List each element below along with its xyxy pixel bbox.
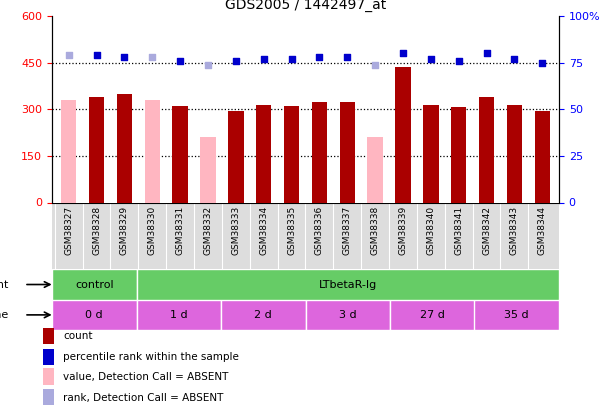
Text: agent: agent: [0, 279, 9, 290]
Text: GSM38336: GSM38336: [315, 206, 324, 255]
Text: GSM38334: GSM38334: [259, 206, 268, 255]
Text: GSM38327: GSM38327: [64, 206, 73, 255]
Text: GSM38344: GSM38344: [538, 206, 547, 255]
Point: [175, 58, 185, 64]
Bar: [306, 300, 390, 330]
Text: GSM38341: GSM38341: [454, 206, 463, 255]
Point: [120, 54, 130, 60]
Point: [426, 56, 436, 62]
Point: [510, 56, 519, 62]
Bar: [340, 102, 355, 202]
Text: time: time: [0, 310, 9, 320]
Text: GSM38333: GSM38333: [232, 206, 240, 255]
Bar: [43, 328, 54, 344]
Bar: [451, 107, 466, 202]
Point: [370, 62, 380, 68]
Bar: [423, 104, 439, 202]
Point: [538, 60, 547, 66]
Bar: [43, 368, 54, 385]
Text: GSM38335: GSM38335: [287, 206, 296, 255]
Bar: [390, 300, 475, 330]
Point: [203, 62, 213, 68]
Point: [287, 56, 296, 62]
Text: 27 d: 27 d: [420, 310, 445, 320]
Bar: [479, 97, 494, 202]
Point: [398, 50, 408, 57]
Bar: [43, 389, 54, 405]
Text: 1 d: 1 d: [170, 310, 188, 320]
Bar: [200, 137, 216, 202]
Bar: [52, 269, 136, 300]
Bar: [172, 106, 188, 202]
Text: GDS2005 / 1442497_at: GDS2005 / 1442497_at: [225, 0, 386, 12]
Text: count: count: [63, 331, 92, 341]
Text: GSM38340: GSM38340: [426, 206, 436, 255]
Text: GSM38337: GSM38337: [343, 206, 352, 255]
Bar: [89, 97, 104, 202]
Text: GSM38330: GSM38330: [148, 206, 157, 255]
Point: [342, 54, 352, 60]
Text: control: control: [75, 279, 114, 290]
Bar: [507, 104, 522, 202]
Bar: [256, 104, 271, 202]
Bar: [145, 100, 160, 202]
Point: [259, 56, 269, 62]
Bar: [228, 111, 244, 202]
Bar: [535, 111, 550, 202]
Text: 2 d: 2 d: [254, 310, 272, 320]
Point: [92, 52, 101, 59]
Text: LTbetaR-Ig: LTbetaR-Ig: [318, 279, 377, 290]
Point: [315, 54, 324, 60]
Text: GSM38343: GSM38343: [510, 206, 519, 255]
Bar: [284, 106, 299, 202]
Bar: [475, 300, 559, 330]
Text: 0 d: 0 d: [86, 310, 103, 320]
Text: GSM38339: GSM38339: [398, 206, 408, 255]
Text: rank, Detection Call = ABSENT: rank, Detection Call = ABSENT: [63, 392, 223, 403]
Text: percentile rank within the sample: percentile rank within the sample: [63, 352, 239, 362]
Bar: [43, 349, 54, 365]
Text: GSM38338: GSM38338: [371, 206, 379, 255]
Bar: [61, 100, 76, 202]
Point: [231, 58, 241, 64]
Bar: [312, 102, 327, 202]
Text: GSM38342: GSM38342: [482, 206, 491, 255]
Point: [454, 58, 464, 64]
Text: value, Detection Call = ABSENT: value, Detection Call = ABSENT: [63, 371, 229, 382]
Point: [64, 52, 73, 59]
Bar: [367, 137, 383, 202]
Text: GSM38331: GSM38331: [175, 206, 185, 255]
Point: [481, 50, 491, 57]
Bar: [136, 300, 221, 330]
Text: 3 d: 3 d: [339, 310, 357, 320]
Text: 35 d: 35 d: [505, 310, 529, 320]
Text: GSM38329: GSM38329: [120, 206, 129, 255]
Bar: [395, 67, 411, 202]
Bar: [221, 300, 306, 330]
Bar: [117, 94, 132, 202]
Text: GSM38332: GSM38332: [203, 206, 213, 255]
Text: GSM38328: GSM38328: [92, 206, 101, 255]
Point: [147, 54, 157, 60]
Bar: [136, 269, 559, 300]
Bar: [52, 300, 136, 330]
